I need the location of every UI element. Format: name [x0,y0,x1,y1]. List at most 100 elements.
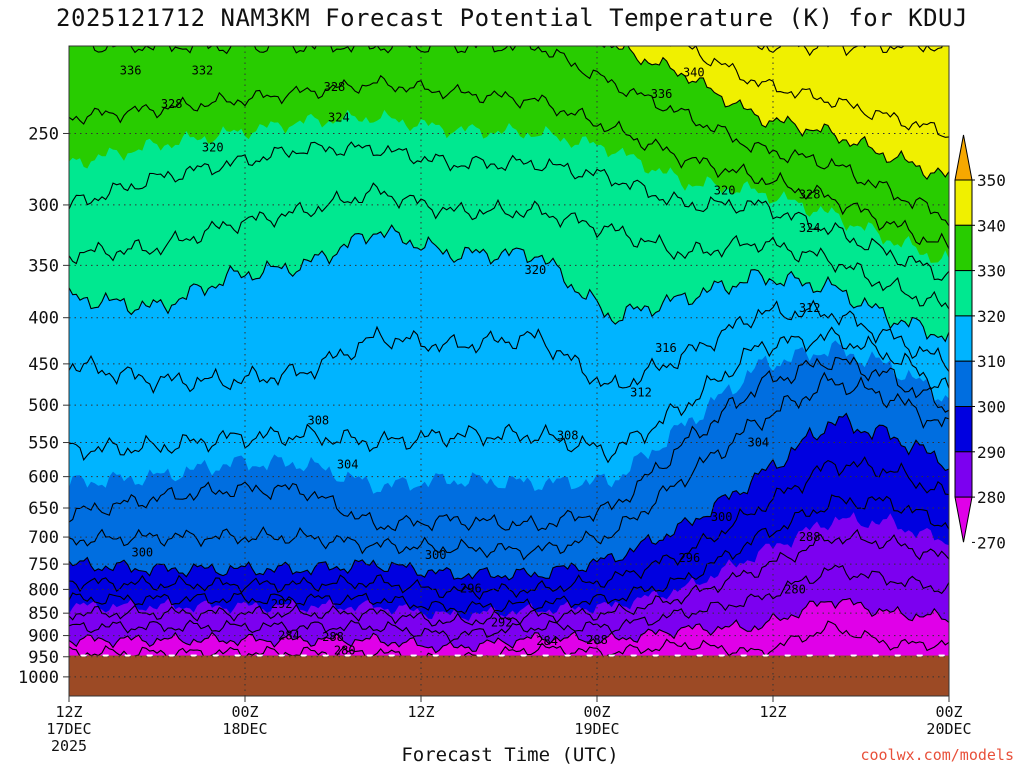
colorbar-segment [954,179,973,226]
isoline-284 [69,564,949,643]
plot-frame [68,45,950,697]
surface-marker [828,654,835,657]
contour-label: 300 [425,548,447,562]
surface-marker [168,654,175,657]
isoline-300 [69,412,949,581]
contour-label: 292 [491,615,513,629]
colorbar-label: 310 [977,352,1006,371]
colorbar-segment [954,270,973,317]
contour-label: 340 [683,66,705,80]
colorbar-label: 280 [977,488,1006,507]
chart-title: 2025121712 NAM3KM Forecast Potential Tem… [56,4,968,32]
surface-marker [740,654,747,657]
contour-label: 288 [799,530,821,544]
contour-label: 280 [784,582,806,596]
isoline-332 [69,74,949,250]
isoline-320 [69,224,949,343]
contour-label: 320 [525,263,547,277]
isoline-352 [69,0,949,14]
y-tick-label: 400 [28,309,59,329]
y-tick-label: 300 [28,196,59,216]
colorbar-segment [954,451,973,498]
surface-marker [80,654,87,657]
contour-label: 300 [131,545,153,559]
colorbar-bottom-arrow [954,496,973,543]
isoline-336 [69,46,949,227]
fill-band-350 [64,0,954,35]
colorbar-label: 270 [977,533,1006,552]
surface-marker [256,654,263,657]
colorbar-segment [954,315,973,362]
ground-layer [69,654,949,696]
isoline-304 [69,371,949,561]
y-tick-label: 650 [28,499,59,519]
colorbar-label: 290 [977,443,1006,462]
contour-lines [69,0,949,667]
source-credit[interactable]: coolwx.com/models [860,746,1014,764]
surface-marker [278,654,285,657]
y-tick-label: 900 [28,627,59,647]
y-tick-label: 350 [28,256,59,276]
surface-marker [762,654,769,657]
y-tick-label: 750 [28,555,59,575]
isoline-344 [669,46,949,138]
colorbar-segment [954,360,973,408]
contour-label: 328 [161,97,183,111]
grid-lines [69,46,949,696]
surface-marker [784,654,791,657]
contour-label: 328 [324,80,346,94]
surface-marker [872,654,879,657]
y-tick-label: 700 [28,528,59,548]
contour-label: 332 [192,64,214,78]
isoline-308 [69,356,949,532]
surface-marker [674,654,681,657]
x-tick-label: 18DEC [222,720,267,738]
surface-marker [476,654,483,657]
isoline-288 [69,528,949,627]
x-tick-label: 12Z [407,703,434,721]
isoline-312 [69,326,949,464]
x-tick-label: 20DEC [926,720,971,738]
surface-marker [916,654,923,657]
surface-marker [454,654,461,657]
surface-marker [300,654,307,657]
surface-marker [806,654,813,657]
surface-marker [146,654,153,657]
contour-fills [64,0,954,696]
surface-marker [894,654,901,657]
contour-label: 300 [711,510,733,524]
surface-marker [630,654,637,657]
x-tick-label: 12Z [55,703,82,721]
contour-label: 304 [747,436,769,450]
y-tick-label: 450 [28,355,59,375]
contour-label: 296 [679,551,701,565]
isoline-328 [69,141,949,281]
contour-label: 296 [460,581,482,595]
contour-label: 292 [271,597,293,611]
surface-marker [234,654,241,657]
surface-marker [190,654,197,657]
surface-marker [542,654,549,657]
surface-marker [696,654,703,657]
contour-label: 336 [651,87,673,101]
colorbar-label: 320 [977,307,1006,326]
surface-marker [102,654,109,657]
surface-marker [432,654,439,657]
x-tick-label: 00Z [935,703,962,721]
surface-marker [344,654,351,657]
surface-marker [388,654,395,657]
surface-marker [322,654,329,657]
surface-marker [366,654,373,657]
surface-marker [718,654,725,657]
contour-label: 280 [334,644,356,658]
contour-label: 324 [328,110,350,124]
isoline-292 [69,494,949,615]
surface-marker [564,654,571,657]
colorbar-segment [954,224,973,272]
colorbar-top-arrow [954,134,973,181]
isoline-276 [69,620,949,667]
contour-label: 320 [714,183,736,197]
colorbar: 350 340 330 320 310 300 290 280 270 [954,134,1006,552]
